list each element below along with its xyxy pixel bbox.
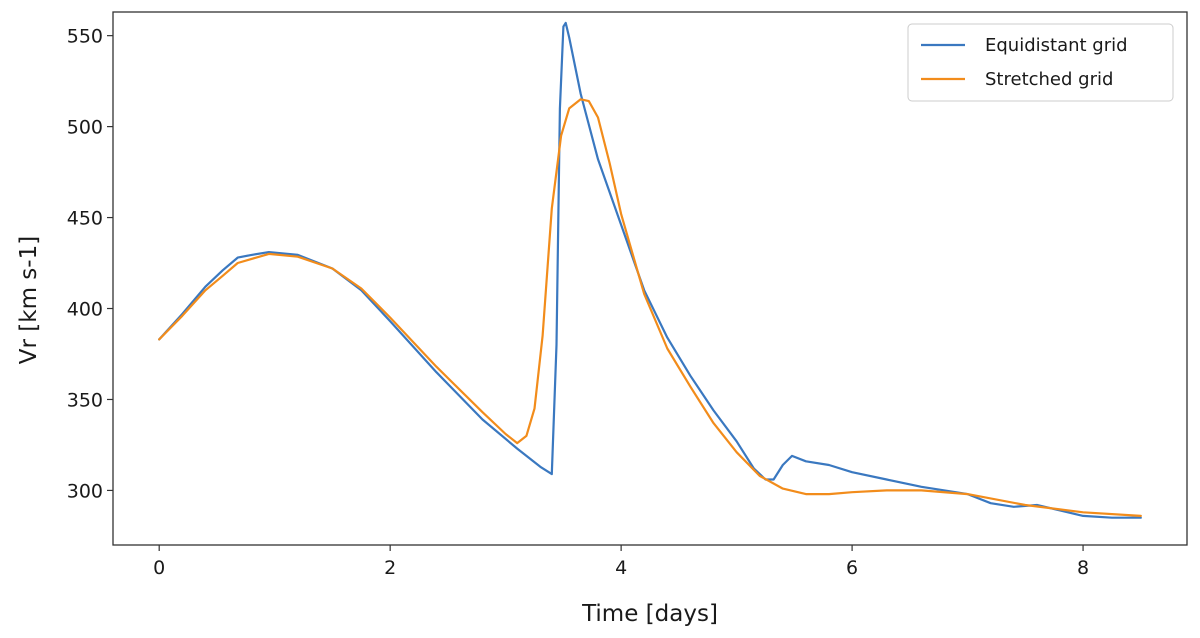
series-line-stretched-grid [158, 98, 1142, 517]
x-tick-label: 0 [153, 557, 165, 579]
x-tick-label: 6 [846, 557, 858, 579]
y-tick-label: 400 [67, 299, 103, 321]
x-tick-label: 8 [1077, 557, 1089, 579]
y-tick-label: 300 [67, 480, 103, 502]
y-tick-label: 450 [67, 208, 103, 230]
y-axis-ticks: 300 350 400 450 500 550 [67, 26, 113, 502]
y-axis-label: Vr [km s-1] [16, 236, 42, 364]
legend-label-equidistant: Equidistant grid [985, 35, 1128, 56]
y-tick-label: 550 [67, 26, 103, 48]
x-axis-ticks: 0 2 4 6 8 [153, 545, 1089, 579]
y-tick-label: 350 [67, 389, 103, 411]
y-tick-label: 500 [67, 117, 103, 139]
series-layer [158, 21, 1142, 519]
legend-label-stretched: Stretched grid [985, 69, 1113, 90]
legend-box [907, 23, 1174, 102]
legend: Equidistant grid Stretched grid [907, 23, 1174, 102]
plot-frame [112, 11, 1188, 546]
x-tick-label: 2 [384, 557, 396, 579]
x-tick-label: 4 [615, 557, 627, 579]
x-axis-label: Time [days] [581, 601, 718, 627]
